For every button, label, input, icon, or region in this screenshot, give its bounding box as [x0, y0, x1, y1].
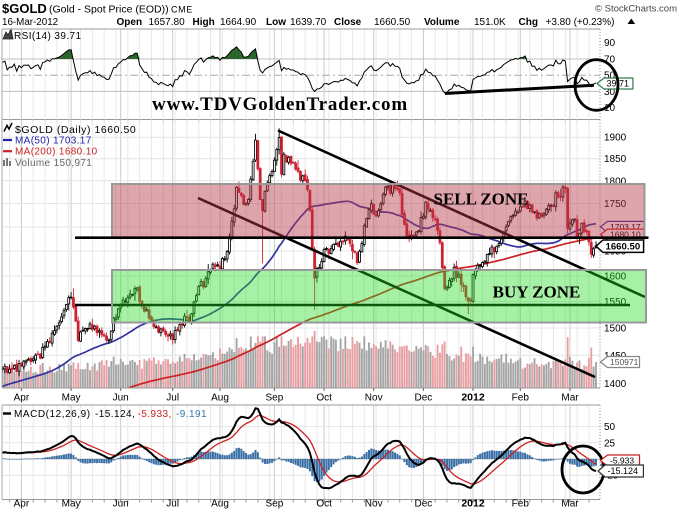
svg-text:1850: 1850 [604, 154, 627, 165]
svg-text:MA(200) 1680.10: MA(200) 1680.10 [15, 147, 98, 158]
svg-text:1680.10: 1680.10 [610, 230, 641, 240]
svg-text:150971: 150971 [610, 357, 639, 367]
svg-text:Sep: Sep [266, 393, 284, 404]
svg-text:Oct: Oct [316, 499, 332, 510]
svg-text:50: 50 [604, 71, 616, 82]
svg-text:Aug: Aug [211, 499, 229, 510]
svg-text:Nov: Nov [365, 499, 383, 510]
svg-text:90: 90 [604, 38, 616, 49]
svg-text:Feb: Feb [512, 393, 530, 404]
svg-text:$GOLD (Daily) 1660.50: $GOLD (Daily) 1660.50 [15, 124, 136, 136]
svg-text:70: 70 [604, 55, 616, 66]
svg-text:Nov: Nov [365, 393, 383, 404]
svg-text:MA(50) 1703.17: MA(50) 1703.17 [15, 135, 92, 146]
svg-text:Dec: Dec [415, 499, 433, 510]
svg-text:May: May [62, 499, 81, 510]
svg-text:Chg: Chg [519, 17, 538, 28]
svg-text:Feb: Feb [512, 499, 530, 510]
svg-text:Apr: Apr [14, 499, 30, 510]
svg-text:Jul: Jul [166, 499, 179, 510]
svg-text:Dec: Dec [415, 393, 433, 404]
svg-text:10: 10 [604, 103, 616, 114]
svg-text:High: High [193, 17, 215, 28]
svg-text:Low: Low [266, 17, 286, 28]
svg-text:1703.17: 1703.17 [610, 222, 641, 232]
svg-text:Oct: Oct [316, 393, 332, 404]
svg-text:1750: 1750 [604, 199, 627, 210]
svg-text:-9.191: -9.191 [176, 409, 207, 420]
svg-text:Mar: Mar [561, 393, 579, 404]
svg-text:1900: 1900 [604, 133, 627, 144]
svg-text:$GOLD: $GOLD [2, 1, 47, 16]
svg-text:16-Mar-2012: 16-Mar-2012 [2, 17, 58, 28]
svg-text:SELL ZONE: SELL ZONE [434, 190, 529, 209]
svg-text:(Gold - Spot Price (EOD)): (Gold - Spot Price (EOD)) [49, 4, 169, 16]
svg-text:1660.50: 1660.50 [606, 242, 641, 253]
svg-text:+3.80 (+0.23%): +3.80 (+0.23%) [546, 17, 615, 28]
svg-text:1657.80: 1657.80 [149, 17, 186, 28]
svg-text:Aug: Aug [211, 393, 229, 404]
svg-text:2012: 2012 [461, 498, 485, 510]
svg-text:Apr: Apr [14, 393, 30, 404]
svg-text:1660.50: 1660.50 [374, 17, 411, 28]
svg-text:Open: Open [117, 17, 143, 28]
svg-text:1500: 1500 [604, 324, 627, 335]
svg-text:1550: 1550 [604, 297, 627, 308]
svg-text:Close: Close [334, 17, 362, 28]
svg-text:151.0K: 151.0K [474, 17, 506, 28]
svg-text:30: 30 [604, 87, 616, 98]
svg-text:BUY ZONE: BUY ZONE [493, 283, 581, 302]
svg-text:CME: CME [171, 5, 193, 15]
svg-text:Jun: Jun [113, 393, 129, 404]
svg-text:1400: 1400 [604, 379, 627, 390]
svg-text:MACD(12,26,9): MACD(12,26,9) [14, 409, 91, 420]
svg-text:25: 25 [604, 438, 616, 449]
svg-text:Jul: Jul [166, 393, 179, 404]
svg-text:2012: 2012 [461, 392, 485, 404]
svg-text:-15.124: -15.124 [608, 466, 639, 476]
svg-text:1600: 1600 [604, 271, 627, 282]
svg-text:RSI(14) 39.71: RSI(14) 39.71 [14, 31, 81, 42]
svg-text:-5.933,: -5.933, [138, 409, 172, 420]
svg-text:May: May [62, 393, 81, 404]
svg-text:Sep: Sep [266, 499, 284, 510]
svg-text:© StockCharts.com: © StockCharts.com [595, 4, 677, 15]
svg-text:1664.90: 1664.90 [220, 17, 257, 28]
svg-text:50: 50 [604, 422, 616, 433]
svg-text:Volume 150,971: Volume 150,971 [15, 158, 92, 169]
svg-text:1639.70: 1639.70 [290, 17, 327, 28]
svg-text:Jun: Jun [113, 499, 129, 510]
svg-text:www.TDVGoldenTrader.com: www.TDVGoldenTrader.com [152, 94, 408, 115]
svg-text:Mar: Mar [561, 499, 579, 510]
svg-text:-15.124,: -15.124, [95, 409, 135, 420]
svg-text:1800: 1800 [604, 176, 627, 187]
svg-text:Volume: Volume [424, 17, 460, 28]
svg-text:-5.933: -5.933 [610, 456, 634, 466]
